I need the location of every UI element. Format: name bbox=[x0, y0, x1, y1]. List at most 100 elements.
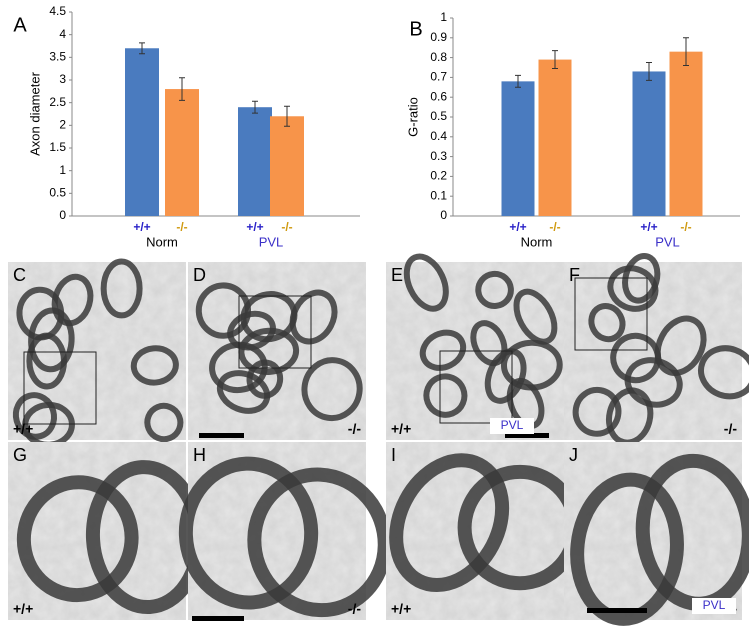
y-tick-label: 1 bbox=[59, 163, 66, 177]
x-tick-label: Norm bbox=[521, 234, 553, 249]
scale-bar bbox=[192, 616, 244, 621]
genotype-label: +/+ bbox=[13, 421, 33, 437]
myelin-sheath bbox=[389, 453, 510, 593]
myelin-sheath bbox=[178, 456, 319, 610]
inset-box bbox=[238, 295, 312, 369]
genotype-label: +/+ bbox=[133, 220, 150, 234]
myelin-sheath bbox=[130, 345, 179, 386]
y-tick-label: 4 bbox=[59, 27, 66, 41]
genotype-label: -/- bbox=[348, 421, 362, 437]
micrograph: G +/+ bbox=[8, 442, 206, 620]
panel-letter: D bbox=[193, 265, 206, 285]
y-tick-label: 3 bbox=[59, 72, 66, 86]
scale-bar bbox=[199, 433, 244, 438]
bar bbox=[165, 89, 199, 216]
error-bar bbox=[252, 100, 258, 114]
genotype-label: -/- bbox=[680, 220, 691, 234]
scale-bar bbox=[587, 608, 647, 613]
myelin-sheath bbox=[289, 289, 338, 345]
y-tick-label: 2 bbox=[59, 118, 66, 132]
y-tick-label: 0.3 bbox=[430, 149, 447, 163]
micrograph: F -/- bbox=[564, 253, 749, 446]
error-bar bbox=[683, 37, 689, 67]
y-axis-title: G-ratio bbox=[405, 97, 420, 137]
y-tick-label: 0.5 bbox=[430, 109, 447, 123]
error-bar bbox=[552, 50, 558, 69]
panel-letter: H bbox=[193, 445, 206, 465]
y-tick-label: 2.5 bbox=[49, 95, 66, 109]
y-tick-label: 0 bbox=[440, 208, 447, 222]
genotype-label: -/- bbox=[549, 220, 560, 234]
y-tick-label: 4.5 bbox=[49, 4, 66, 18]
myelin-sheath bbox=[588, 303, 626, 343]
y-tick-label: 0.4 bbox=[430, 129, 447, 143]
panel-letter: J bbox=[569, 445, 578, 465]
myelin-sheath bbox=[216, 370, 271, 414]
myelin-sheath bbox=[513, 288, 558, 345]
myelin-sheath bbox=[247, 467, 392, 618]
y-tick-label: 1.5 bbox=[49, 140, 66, 154]
bar bbox=[125, 48, 159, 217]
scale-bar bbox=[505, 433, 549, 438]
inset-box bbox=[23, 351, 97, 425]
condition-label: PVL bbox=[501, 418, 524, 432]
inset-box bbox=[574, 277, 648, 351]
panel-letter: I bbox=[391, 445, 396, 465]
myelin-sheath bbox=[100, 258, 143, 319]
panel-letter: F bbox=[569, 265, 580, 285]
bar bbox=[632, 71, 666, 217]
myelin-sheath bbox=[12, 392, 58, 440]
y-tick-label: 1 bbox=[440, 10, 447, 24]
y-tick-label: 0.5 bbox=[49, 186, 66, 200]
panel-letter: B bbox=[409, 18, 422, 40]
genotype-label: +/+ bbox=[391, 421, 411, 437]
x-tick-label: PVL bbox=[259, 234, 284, 249]
y-tick-label: 0.8 bbox=[430, 50, 447, 64]
condition-box bbox=[490, 418, 534, 434]
myelin-sheath bbox=[238, 327, 300, 375]
genotype-label: +/+ bbox=[640, 220, 657, 234]
y-axis-title: Axon diameter bbox=[27, 71, 42, 155]
condition-label: PVL bbox=[703, 598, 726, 612]
y-tick-label: 0.1 bbox=[430, 188, 447, 202]
micrograph: H -/- bbox=[178, 442, 392, 621]
micrograph: E +/+ PVL bbox=[386, 253, 564, 440]
myelin-sheath bbox=[654, 315, 707, 376]
myelin-sheath bbox=[144, 402, 184, 443]
bar bbox=[238, 107, 272, 216]
genotype-label: +/+ bbox=[509, 220, 526, 234]
micrograph: D -/- bbox=[188, 262, 366, 440]
panel-letter: E bbox=[391, 265, 403, 285]
myelin-sheath bbox=[570, 472, 684, 626]
bar bbox=[270, 116, 304, 216]
myelin-sheath bbox=[16, 475, 139, 603]
micrograph: J-/-PVL bbox=[564, 442, 749, 626]
myelin-sheath bbox=[51, 273, 94, 327]
error-bar bbox=[284, 105, 290, 127]
genotype-label: -/- bbox=[348, 601, 362, 617]
error-bar bbox=[179, 77, 185, 101]
bar bbox=[669, 51, 703, 216]
myelin-sheath bbox=[607, 265, 659, 312]
myelin-sheath bbox=[624, 357, 683, 408]
panel-letter: G bbox=[13, 445, 27, 465]
panel-letter: C bbox=[13, 265, 26, 285]
myelin-sheath bbox=[227, 310, 276, 351]
y-tick-label: 0.9 bbox=[430, 30, 447, 44]
micrograph: C +/+ bbox=[8, 258, 186, 448]
panel-letter: A bbox=[13, 14, 27, 36]
genotype-label: -/- bbox=[176, 220, 187, 234]
inset-box bbox=[439, 350, 513, 424]
y-tick-label: 0 bbox=[59, 208, 66, 222]
micrograph: I +/+ bbox=[386, 442, 583, 620]
bar bbox=[501, 81, 535, 216]
y-tick-label: 0.6 bbox=[430, 89, 447, 103]
condition-box bbox=[692, 598, 736, 614]
y-tick-label: 0.7 bbox=[430, 70, 447, 84]
myelin-sheath bbox=[698, 345, 749, 400]
x-tick-label: Norm bbox=[146, 234, 178, 249]
genotype-label: -/- bbox=[281, 220, 292, 234]
myelin-sheath bbox=[403, 253, 449, 312]
error-bar bbox=[646, 62, 652, 81]
